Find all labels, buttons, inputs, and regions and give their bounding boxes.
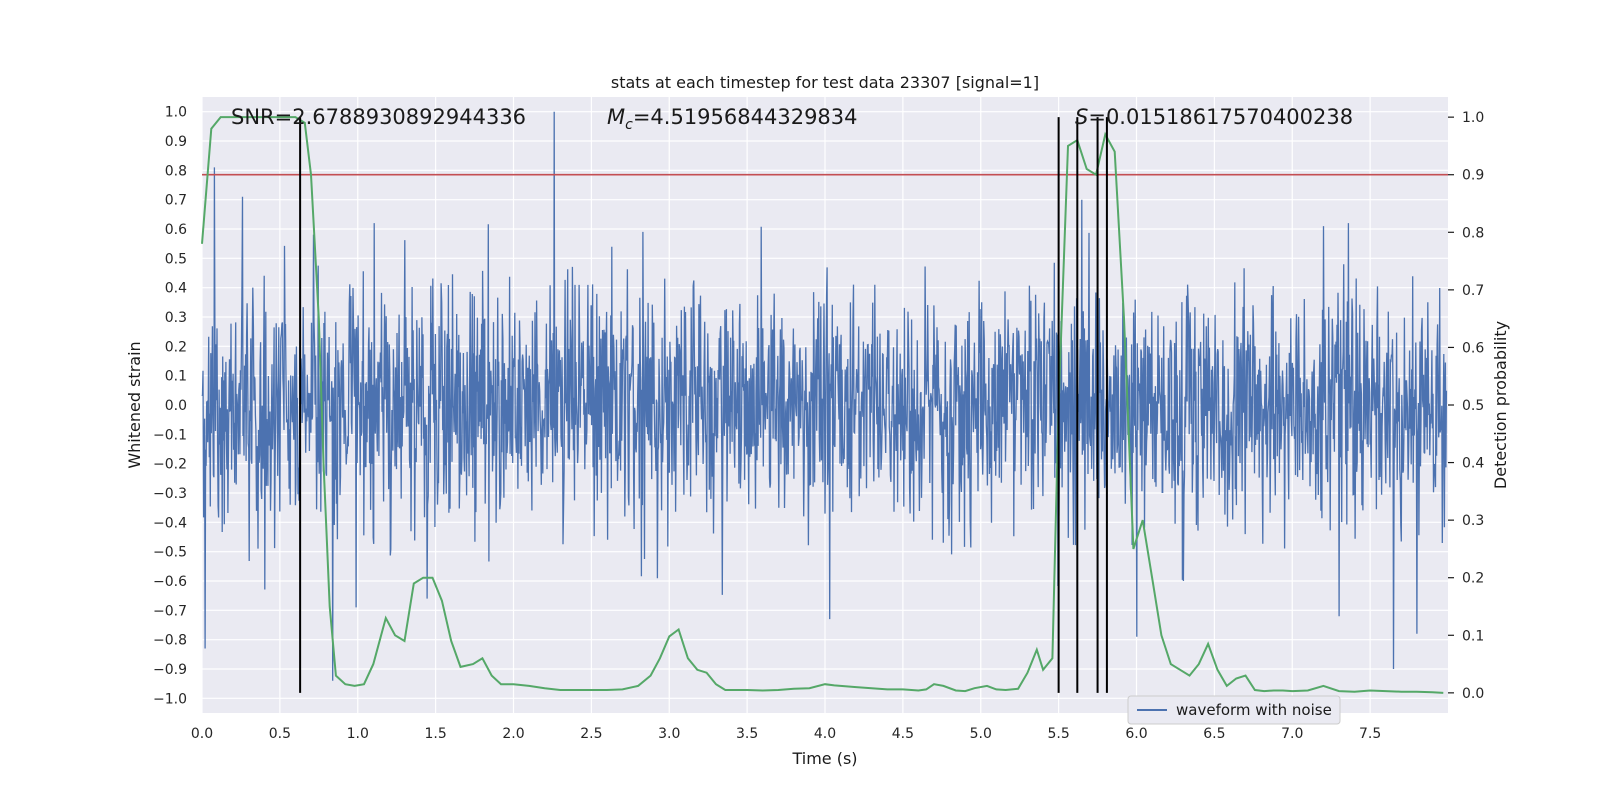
x-tick-label: 3.0 [658,726,680,742]
legend-waveform-label: waveform with noise [1176,701,1332,719]
y2-tick-label: 0.4 [1462,456,1484,472]
y-tick-label: −0.2 [153,457,187,473]
y-tick-label: −0.1 [153,427,187,443]
y-tick-label: −0.5 [153,545,187,561]
y2-tick-label: 0.6 [1462,340,1484,356]
detection-lines [299,117,1108,693]
s-symbol: S [1075,105,1088,129]
y-tick-label: −0.8 [153,633,187,649]
chirp-mass-subscript: c [625,117,633,133]
y2-tick-label: 0.7 [1462,283,1484,299]
x-tick-label: 0.5 [269,726,291,742]
y2-tick-label: 0.5 [1462,398,1484,414]
y2-tick-label: 0.9 [1462,168,1484,184]
y2-tick-label: 0.2 [1462,571,1484,587]
legend-box [1127,695,1341,725]
x-tick-label: 4.5 [892,726,914,742]
waveform-series [201,111,1448,681]
chirp-mass-symbol: M [607,105,625,129]
y-tick-label: 0.2 [165,339,187,355]
chirp-mass-annotation: Mc=4.51956844329834 [607,105,858,133]
y2-tick-label: 0.8 [1462,225,1484,241]
x-tick-label: 2.0 [502,726,524,742]
y-tick-label: 0.5 [165,251,187,267]
y-tick-label: 0.3 [165,310,187,326]
y-tick-label: −0.3 [153,486,187,502]
probability-series [201,116,1444,694]
y-tick-label: 0.6 [165,222,187,238]
y-tick-label: −1.0 [153,691,187,707]
s-value: =0.01518617570400238 [1088,105,1353,129]
y2-axis-ticks: 1.0 0.9 0.8 0.7 0.6 0.5 0.4 0.3 0.2 0.1 0.0 [1448,110,1484,702]
legend: waveform with noise [1127,695,1341,725]
snr-annotation: SNR=2.6788930892944336 [231,105,526,129]
x-tick-label: 7.5 [1359,726,1381,742]
x-tick-label: 1.5 [424,726,446,742]
y-axis-label: Whitened strain [125,341,144,468]
y-tick-label: −0.4 [153,515,187,531]
x-tick-label: 2.5 [580,726,602,742]
x-axis-ticks: 0.0 0.5 1.0 1.5 2.0 2.5 3.0 3.5 4.0 4.5 5.0 5.5 6.0 6… [191,726,1381,742]
y-tick-label: 0.9 [165,134,187,150]
x-tick-label: 4.0 [814,726,836,742]
y-axis-ticks: 1.0 0.9 0.8 0.7 0.6 0.5 0.4 0.3 0.2 0.1 0.0 −0.1 −0.… [153,105,187,708]
s-annotation: S=0.01518617570400238 [1075,105,1353,129]
y2-tick-label: 0.3 [1462,513,1484,529]
y-tick-label: 0.7 [165,193,187,209]
x-tick-label: 6.5 [1203,726,1225,742]
x-tick-label: 5.5 [1047,726,1069,742]
y2-tick-label: 0.0 [1462,686,1484,702]
x-axis-label: Time (s) [791,749,857,768]
chart-title: stats at each timestep for test data 233… [611,73,1039,92]
y-tick-label: 0.0 [165,398,187,414]
probability-line [201,116,1444,694]
y-tick-label: −0.7 [153,603,187,619]
y-tick-label: 0.8 [165,163,187,179]
x-tick-label: 1.0 [347,726,369,742]
y-tick-label: −0.9 [153,662,187,678]
y-tick-label: −0.6 [153,574,187,590]
x-tick-label: 5.0 [970,726,992,742]
x-tick-label: 0.0 [191,726,213,742]
y-tick-label: 1.0 [165,105,187,121]
x-tick-label: 6.0 [1125,726,1147,742]
y-tick-label: 0.1 [165,369,187,385]
x-tick-label: 7.0 [1281,726,1303,742]
y2-axis-label: Detection probability [1491,321,1510,489]
chirp-mass-value: =4.51956844329834 [633,105,858,129]
y2-tick-label: 0.1 [1462,628,1484,644]
x-tick-label: 3.5 [736,726,758,742]
waveform-line [201,111,1448,681]
y-tick-label: 0.4 [165,281,187,297]
y2-tick-label: 1.0 [1462,110,1484,126]
